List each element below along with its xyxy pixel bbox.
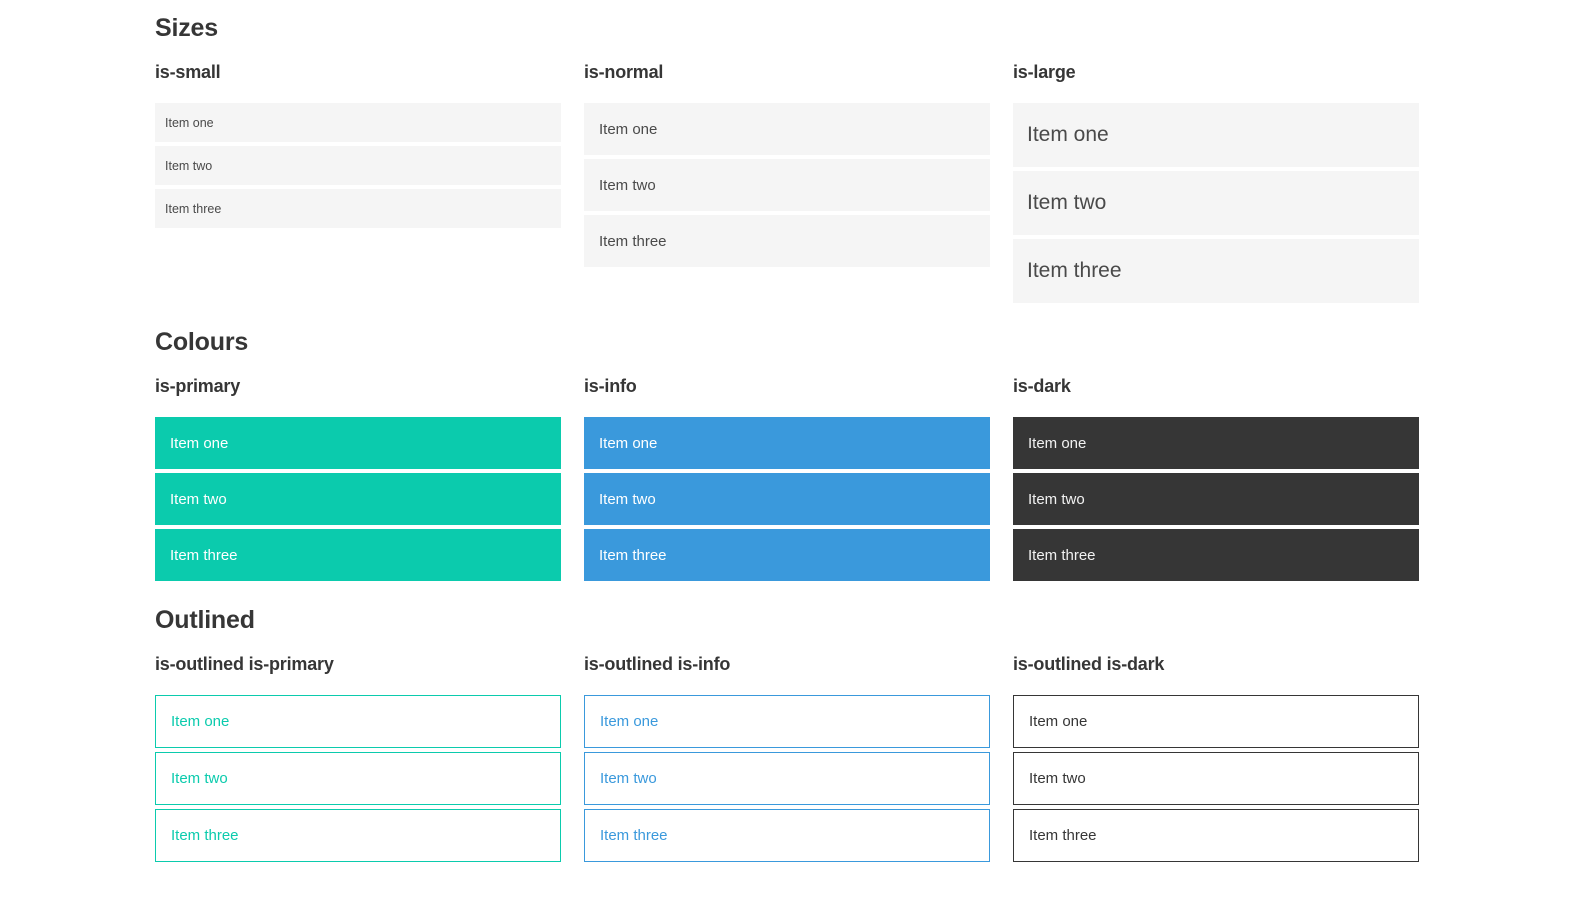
column-label-outlined-info: is-outlined is-info	[584, 654, 731, 674]
column-is-dark: is-dark Item one Item two Item three	[1013, 377, 1419, 581]
list-item[interactable]: Item one	[1013, 695, 1419, 748]
section-sizes: Sizes is-small Item one Item two Item th…	[155, 16, 1595, 303]
column-label-is-large: is-large	[1013, 62, 1076, 82]
list-item[interactable]: Item three	[155, 189, 561, 228]
list-item[interactable]: Item two	[1013, 752, 1419, 805]
list-small: Item one Item two Item three	[155, 103, 561, 228]
column-label-outlined-primary: is-outlined is-primary	[155, 654, 334, 674]
list-item[interactable]: Item one	[584, 417, 990, 469]
list-item[interactable]: Item three	[1013, 809, 1419, 862]
list-item[interactable]: Item one	[155, 103, 561, 142]
list-item[interactable]: Item one	[155, 695, 561, 748]
list-item[interactable]: Item two	[155, 752, 561, 805]
list-item[interactable]: Item three	[1013, 239, 1419, 303]
list-item[interactable]: Item two	[584, 159, 990, 211]
section-title-outlined: Outlined	[155, 606, 255, 634]
list-item[interactable]: Item three	[155, 529, 561, 581]
list-large: Item one Item two Item three	[1013, 103, 1419, 303]
list-dark: Item one Item two Item three	[1013, 417, 1419, 581]
list-item[interactable]: Item one	[1013, 103, 1419, 167]
list-item[interactable]: Item three	[584, 809, 990, 862]
list-item[interactable]: Item two	[584, 752, 990, 805]
list-item[interactable]: Item one	[584, 103, 990, 155]
list-item[interactable]: Item three	[584, 215, 990, 267]
style-guide-page: Sizes is-small Item one Item two Item th…	[155, 16, 1595, 862]
section-title-colours: Colours	[155, 328, 249, 356]
list-normal: Item one Item two Item three	[584, 103, 990, 267]
column-label-is-primary: is-primary	[155, 376, 241, 396]
list-primary: Item one Item two Item three	[155, 417, 561, 581]
list-item[interactable]: Item one	[1013, 417, 1419, 469]
section-outlined: Outlined is-outlined is-primary Item one…	[155, 608, 1595, 862]
outlined-row: is-outlined is-primary Item one Item two…	[155, 655, 1595, 862]
column-is-normal: is-normal Item one Item two Item three	[584, 63, 990, 303]
list-item[interactable]: Item two	[155, 146, 561, 185]
column-label-is-small: is-small	[155, 62, 221, 82]
column-label-is-info: is-info	[584, 376, 637, 396]
column-label-is-normal: is-normal	[584, 62, 664, 82]
column-outlined-dark: is-outlined is-dark Item one Item two It…	[1013, 655, 1419, 862]
list-item[interactable]: Item two	[155, 473, 561, 525]
colours-row: is-primary Item one Item two Item three …	[155, 377, 1595, 581]
list-info: Item one Item two Item three	[584, 417, 990, 581]
column-outlined-primary: is-outlined is-primary Item one Item two…	[155, 655, 561, 862]
list-item[interactable]: Item one	[584, 695, 990, 748]
list-item[interactable]: Item three	[1013, 529, 1419, 581]
column-is-large: is-large Item one Item two Item three	[1013, 63, 1419, 303]
column-label-outlined-dark: is-outlined is-dark	[1013, 654, 1165, 674]
sizes-row: is-small Item one Item two Item three is…	[155, 63, 1595, 303]
column-outlined-info: is-outlined is-info Item one Item two It…	[584, 655, 990, 862]
column-label-is-dark: is-dark	[1013, 376, 1071, 396]
list-item[interactable]: Item three	[584, 529, 990, 581]
section-title-sizes: Sizes	[155, 14, 218, 42]
list-item[interactable]: Item three	[155, 809, 561, 862]
list-item[interactable]: Item one	[155, 417, 561, 469]
column-is-info: is-info Item one Item two Item three	[584, 377, 990, 581]
list-item[interactable]: Item two	[1013, 171, 1419, 235]
list-outlined-info: Item one Item two Item three	[584, 695, 990, 862]
column-is-primary: is-primary Item one Item two Item three	[155, 377, 561, 581]
list-item[interactable]: Item two	[584, 473, 990, 525]
column-is-small: is-small Item one Item two Item three	[155, 63, 561, 303]
list-outlined-dark: Item one Item two Item three	[1013, 695, 1419, 862]
section-colours: Colours is-primary Item one Item two Ite…	[155, 330, 1595, 581]
list-item[interactable]: Item two	[1013, 473, 1419, 525]
list-outlined-primary: Item one Item two Item three	[155, 695, 561, 862]
